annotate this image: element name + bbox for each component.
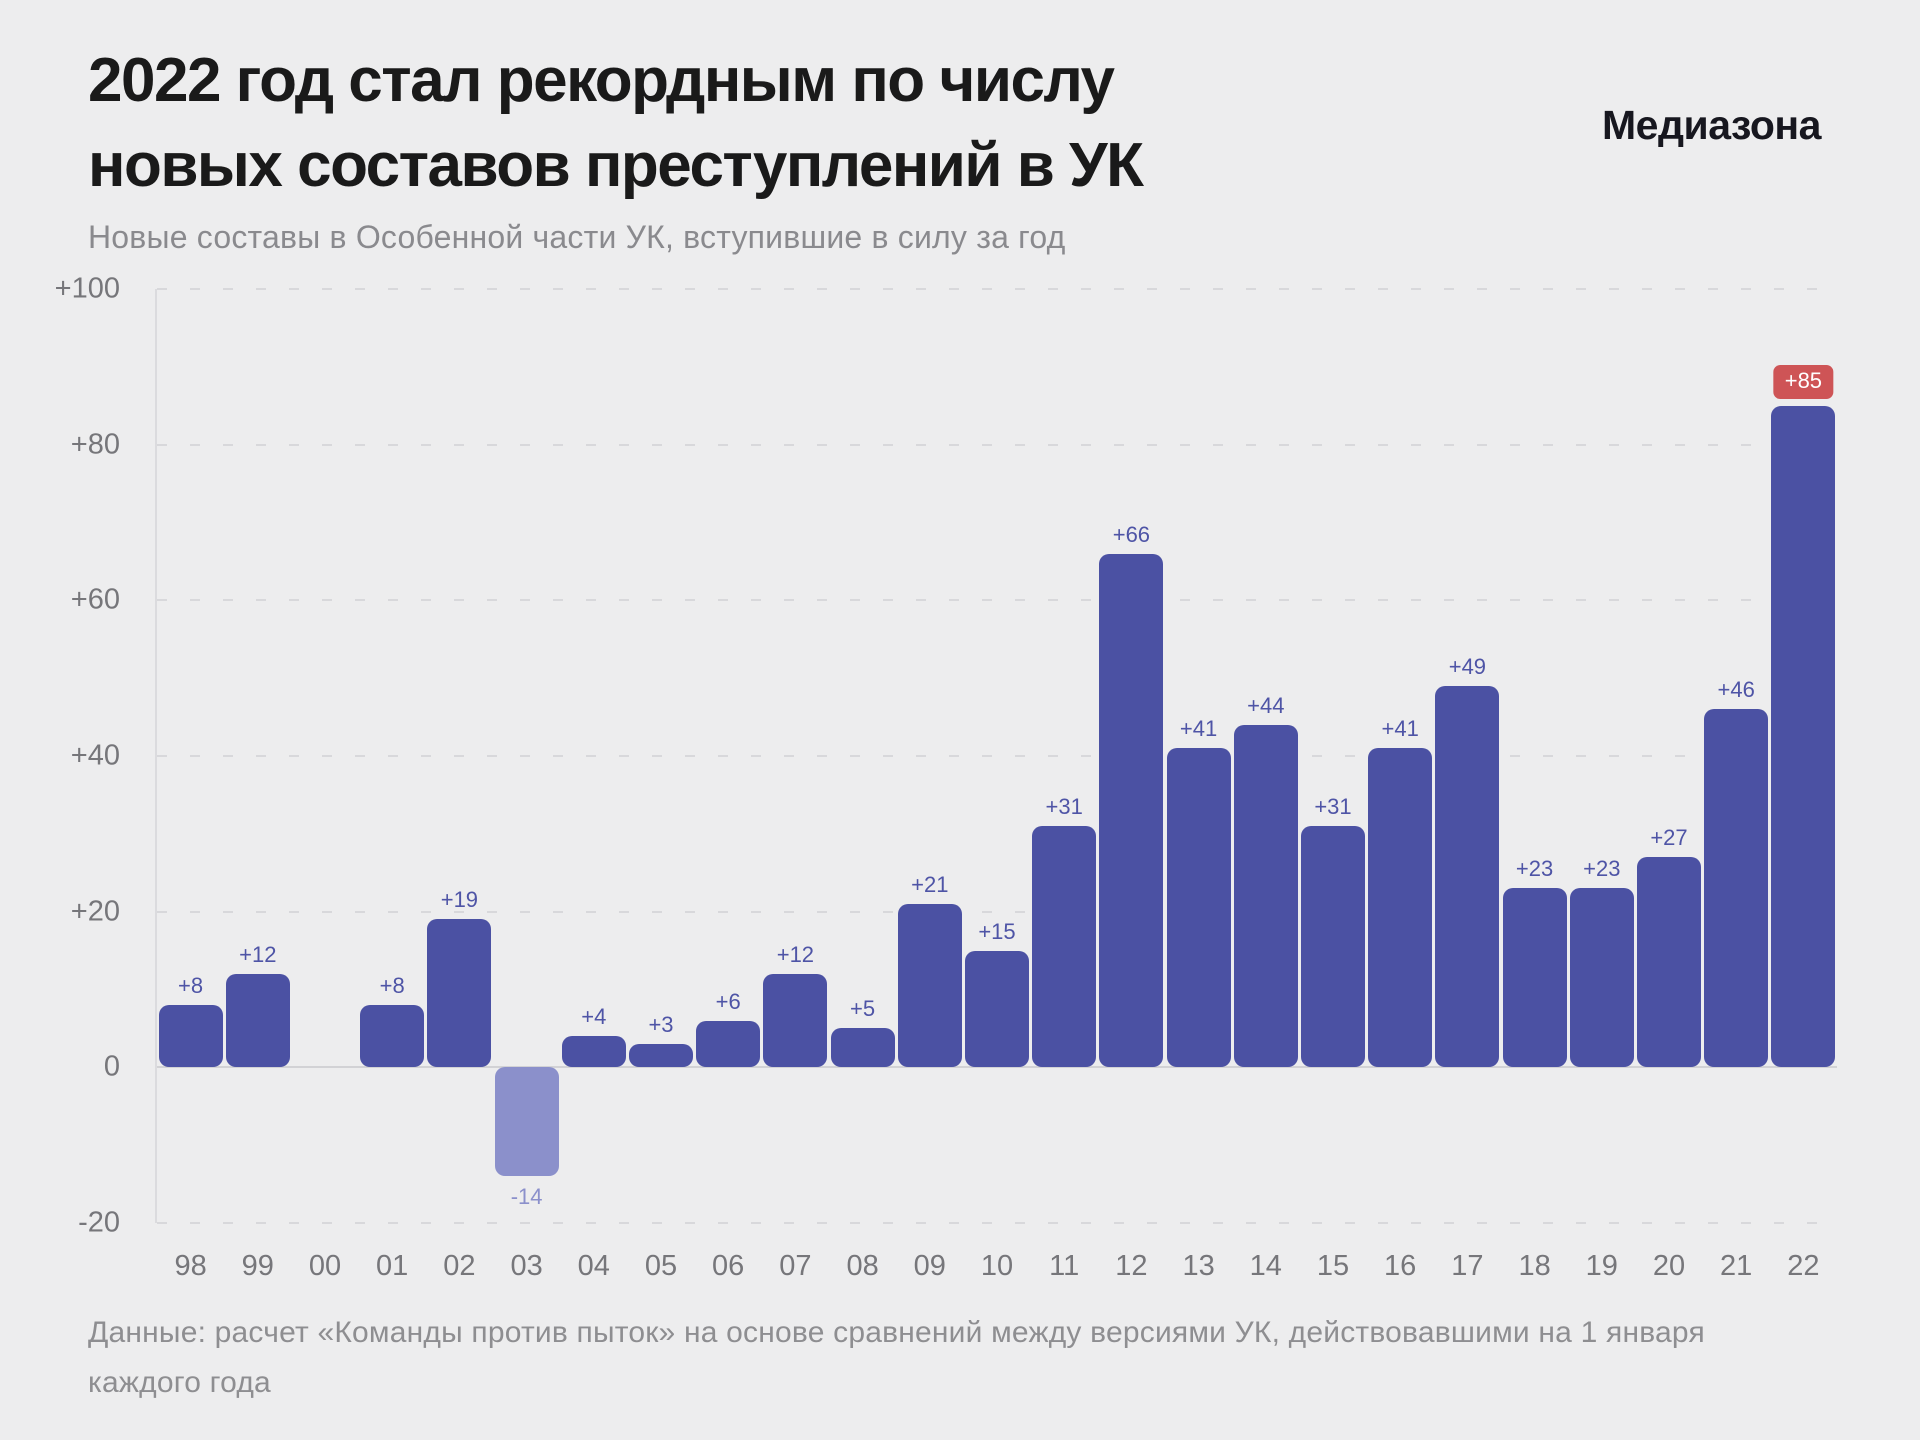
bar-chart-plot-area: +100 +80 +60 +40 +20 0 -20 98 +8 99 +12 00 01 +8 02 +19… [55, 273, 1837, 1282]
x-axis-label-99: 99 [241, 1250, 274, 1282]
bar-21[interactable] [1704, 709, 1769, 1068]
page-title-line1: 2022 год стал рекордным по числу [88, 46, 1115, 115]
gridline-+60 [157, 599, 1837, 602]
bar-09[interactable] [897, 903, 962, 1068]
x-axis-label-04: 04 [577, 1250, 610, 1282]
bar-08[interactable] [830, 1028, 895, 1068]
x-axis-label-20: 20 [1652, 1250, 1686, 1282]
bar-02[interactable] [427, 919, 492, 1068]
bar-15[interactable] [1301, 826, 1365, 1068]
bar-20[interactable] [1637, 857, 1701, 1068]
x-axis-label-00: 00 [308, 1250, 342, 1282]
y-axis-label--20: -20 [78, 1206, 120, 1239]
bar-value-label-21: +46 [1717, 677, 1755, 703]
bar-value-label-15: +31 [1314, 794, 1352, 820]
y-axis-label-+40: +40 [70, 739, 120, 772]
x-axis-label-07: 07 [779, 1250, 812, 1282]
x-axis-label-21: 21 [1720, 1250, 1753, 1282]
bar-22[interactable] [1771, 405, 1836, 1068]
y-axis-label-+100: +100 [54, 272, 120, 305]
bar-16[interactable] [1368, 748, 1433, 1068]
x-axis-label-22: 22 [1787, 1250, 1820, 1282]
y-axis-label-+80: +80 [70, 428, 120, 461]
bar-value-label-12: +66 [1112, 521, 1151, 547]
bar-value-label-10: +15 [978, 918, 1016, 944]
bar-value-label-99: +12 [239, 941, 277, 967]
bar-13[interactable] [1166, 748, 1231, 1068]
gridline-+20 [157, 910, 1837, 913]
bar-value-label-01: +8 [379, 973, 405, 999]
y-axis-label-0: 0 [103, 1050, 120, 1083]
bar-07[interactable] [763, 973, 828, 1068]
bar-value-label-06: +6 [715, 988, 741, 1014]
bar-01[interactable] [360, 1005, 425, 1068]
y-axis-label-+60: +60 [70, 583, 120, 616]
bar-03[interactable] [494, 1067, 559, 1177]
gridline-+80 [157, 443, 1837, 446]
bar-14[interactable] [1233, 724, 1298, 1068]
bar-11[interactable] [1032, 826, 1097, 1068]
x-axis-label-09: 09 [913, 1250, 946, 1282]
bar-value-label-09: +21 [911, 871, 949, 897]
gridline--20 [157, 1222, 1837, 1224]
brand-logo: Медиазона [1602, 102, 1821, 148]
bar-12[interactable] [1099, 553, 1164, 1068]
x-axis-label-98: 98 [174, 1250, 207, 1282]
gridline-+100 [157, 288, 1837, 290]
gridline-+40 [157, 755, 1837, 757]
bar-06[interactable] [696, 1020, 761, 1068]
bar-value-label-04: +4 [581, 1004, 607, 1030]
x-axis-label-10: 10 [980, 1250, 1014, 1282]
x-axis-label-02: 02 [443, 1250, 476, 1282]
page-title-line2: новых составов преступлений в УК [88, 131, 1144, 200]
x-axis-label-19: 19 [1585, 1250, 1618, 1282]
x-axis-label-11: 11 [1049, 1250, 1080, 1282]
source-note: Данные: расчет «Команды против пыток» на… [88, 1316, 1705, 1399]
x-axis-label-18: 18 [1518, 1250, 1551, 1282]
x-axis-label-05: 05 [644, 1250, 678, 1282]
bar-value-label-18: +23 [1515, 856, 1554, 882]
bar-98[interactable] [158, 1005, 223, 1068]
bar-value-badge-22: +85 [1773, 364, 1834, 399]
bar-value-label-20: +27 [1650, 825, 1688, 851]
y-axis-line [155, 289, 157, 1223]
bar-value-label-13: +41 [1179, 716, 1218, 742]
x-axis-label-16: 16 [1384, 1250, 1417, 1282]
x-axis-label-12: 12 [1115, 1250, 1148, 1282]
bar-value-label-11: +31 [1045, 794, 1083, 820]
bar-value-label-07: +12 [776, 941, 815, 967]
page-title: 2022 год стал рекордным по числу новых с… [88, 38, 1144, 208]
x-axis-label-17: 17 [1451, 1250, 1484, 1282]
x-axis-label-01: 01 [376, 1250, 409, 1282]
x-axis-label-15: 15 [1316, 1250, 1350, 1282]
bar-05[interactable] [629, 1043, 693, 1068]
bar-99[interactable] [225, 973, 290, 1068]
x-axis-label-13: 13 [1182, 1250, 1215, 1282]
bar-10[interactable] [965, 950, 1029, 1068]
bar-17[interactable] [1435, 685, 1500, 1068]
x-axis-label-03: 03 [510, 1250, 543, 1282]
y-axis-label-+20: +20 [70, 895, 120, 928]
zero-line [157, 1066, 1837, 1069]
bar-value-label-05: +3 [648, 1011, 674, 1037]
bar-value-label-19: +23 [1583, 856, 1621, 882]
bar-04[interactable] [561, 1036, 626, 1068]
x-axis-label-06: 06 [712, 1250, 745, 1282]
bar-value-label-08: +5 [850, 996, 876, 1022]
bar-19[interactable] [1569, 888, 1634, 1068]
bar-value-label-98: +8 [178, 973, 204, 999]
bar-value-label-17: +49 [1448, 653, 1487, 679]
chart-subtitle: Новые составы в Особенной части УК, всту… [88, 219, 1066, 255]
bar-value-label-14: +44 [1247, 692, 1285, 718]
x-axis-label-14: 14 [1249, 1250, 1282, 1282]
x-axis-label-08: 08 [846, 1250, 879, 1282]
bar-value-label-02: +19 [440, 887, 479, 913]
bar-value-label-03: -14 [510, 1184, 543, 1210]
bar-value-label-16: +41 [1381, 716, 1419, 742]
bar-18[interactable] [1502, 888, 1567, 1068]
